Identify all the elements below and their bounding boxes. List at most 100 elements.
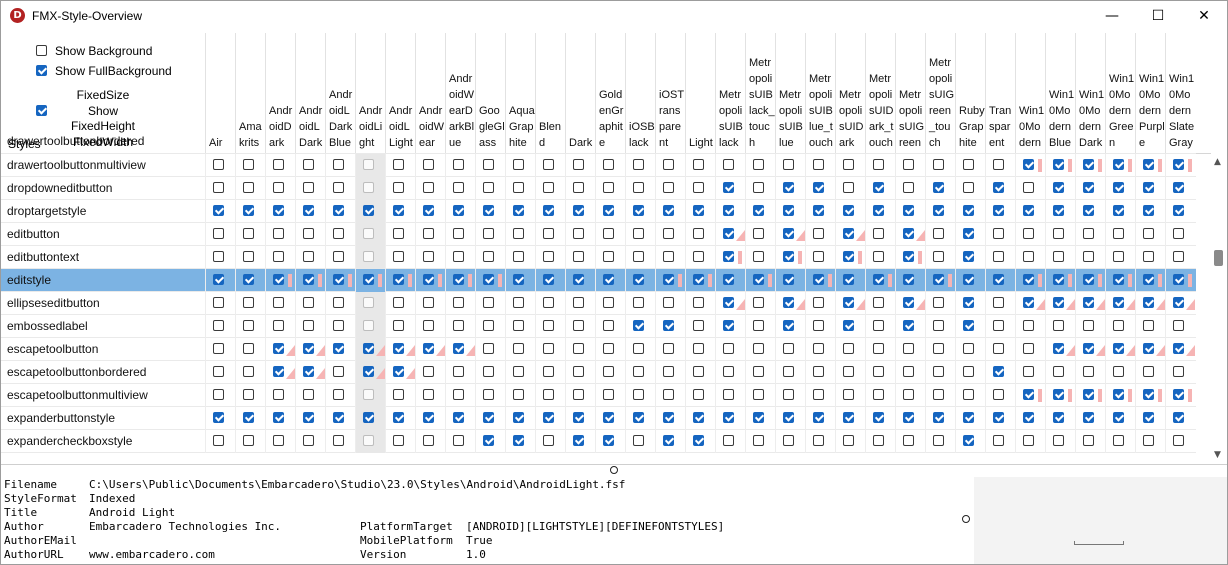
- style-checkbox[interactable]: [603, 297, 614, 308]
- style-checkbox[interactable]: [423, 366, 434, 377]
- style-checkbox[interactable]: [423, 228, 434, 239]
- style-checkbox[interactable]: [723, 343, 734, 354]
- style-checkbox[interactable]: [483, 389, 494, 400]
- style-checkbox[interactable]: [603, 320, 614, 331]
- style-checkbox[interactable]: [1083, 320, 1094, 331]
- style-checkbox[interactable]: [843, 412, 854, 423]
- maximize-button[interactable]: ☐: [1151, 8, 1165, 24]
- style-checkbox[interactable]: [813, 182, 824, 193]
- style-checkbox[interactable]: [423, 182, 434, 193]
- style-checkbox[interactable]: [903, 182, 914, 193]
- style-checkbox[interactable]: [573, 228, 584, 239]
- style-checkbox[interactable]: [1143, 412, 1154, 423]
- style-checkbox[interactable]: [513, 366, 524, 377]
- style-checkbox[interactable]: [753, 251, 764, 262]
- style-checkbox[interactable]: [1083, 228, 1094, 239]
- style-checkbox[interactable]: [453, 412, 464, 423]
- column-header[interactable]: Win10Modern: [1015, 33, 1045, 153]
- style-checkbox[interactable]: [963, 274, 974, 285]
- style-checkbox[interactable]: [603, 412, 614, 423]
- style-checkbox[interactable]: [933, 297, 944, 308]
- style-checkbox[interactable]: [333, 412, 344, 423]
- style-checkbox[interactable]: [543, 228, 554, 239]
- column-header[interactable]: Win10ModernGreen: [1105, 33, 1135, 153]
- style-checkbox[interactable]: [843, 228, 854, 239]
- style-checkbox[interactable]: [573, 343, 584, 354]
- style-checkbox[interactable]: [363, 182, 374, 193]
- style-checkbox[interactable]: [453, 320, 464, 331]
- style-checkbox[interactable]: [243, 435, 254, 446]
- column-header[interactable]: AndroidLDarkBlue: [325, 33, 355, 153]
- column-header[interactable]: Win10ModernDark: [1075, 33, 1105, 153]
- style-checkbox[interactable]: [213, 297, 224, 308]
- style-checkbox[interactable]: [543, 412, 554, 423]
- style-checkbox[interactable]: [993, 366, 1004, 377]
- style-checkbox[interactable]: [783, 320, 794, 331]
- show-background-checkbox[interactable]: [36, 45, 47, 56]
- style-checkbox[interactable]: [483, 366, 494, 377]
- style-checkbox[interactable]: [813, 412, 824, 423]
- column-header[interactable]: MetropolisUIGreen_touch: [925, 33, 955, 153]
- style-checkbox[interactable]: [753, 366, 764, 377]
- style-checkbox[interactable]: [333, 320, 344, 331]
- style-checkbox[interactable]: [273, 389, 284, 400]
- style-checkbox[interactable]: [393, 366, 404, 377]
- style-checkbox[interactable]: [573, 389, 584, 400]
- style-checkbox[interactable]: [903, 205, 914, 216]
- style-checkbox[interactable]: [1053, 389, 1064, 400]
- style-checkbox[interactable]: [453, 366, 464, 377]
- style-checkbox[interactable]: [633, 320, 644, 331]
- style-checkbox[interactable]: [513, 182, 524, 193]
- style-checkbox[interactable]: [393, 435, 404, 446]
- style-checkbox[interactable]: [813, 366, 824, 377]
- style-checkbox[interactable]: [903, 435, 914, 446]
- style-checkbox[interactable]: [873, 251, 884, 262]
- style-checkbox[interactable]: [1023, 389, 1034, 400]
- style-checkbox[interactable]: [423, 320, 434, 331]
- style-checkbox[interactable]: [303, 320, 314, 331]
- style-checkbox[interactable]: [753, 228, 764, 239]
- style-checkbox[interactable]: [903, 297, 914, 308]
- style-checkbox[interactable]: [303, 343, 314, 354]
- style-checkbox[interactable]: [1143, 228, 1154, 239]
- table-row[interactable]: expandercheckboxstyle: [1, 430, 1196, 453]
- style-checkbox[interactable]: [693, 251, 704, 262]
- column-header[interactable]: Win10ModernSlateGray: [1165, 33, 1195, 153]
- style-checkbox[interactable]: [1143, 320, 1154, 331]
- style-checkbox[interactable]: [543, 182, 554, 193]
- style-checkbox[interactable]: [333, 159, 344, 170]
- style-checkbox[interactable]: [1173, 205, 1184, 216]
- style-checkbox[interactable]: [633, 228, 644, 239]
- style-checkbox[interactable]: [1053, 435, 1064, 446]
- style-checkbox[interactable]: [723, 159, 734, 170]
- style-checkbox[interactable]: [723, 435, 734, 446]
- style-checkbox[interactable]: [453, 182, 464, 193]
- style-checkbox[interactable]: [303, 205, 314, 216]
- style-checkbox[interactable]: [1113, 251, 1124, 262]
- style-checkbox[interactable]: [723, 205, 734, 216]
- style-checkbox[interactable]: [1023, 412, 1034, 423]
- style-checkbox[interactable]: [933, 343, 944, 354]
- table-row[interactable]: droptargetstyle: [1, 200, 1196, 223]
- style-checkbox[interactable]: [273, 228, 284, 239]
- style-checkbox[interactable]: [1173, 389, 1184, 400]
- style-checkbox[interactable]: [993, 251, 1004, 262]
- style-checkbox[interactable]: [573, 297, 584, 308]
- style-checkbox[interactable]: [753, 205, 764, 216]
- style-checkbox[interactable]: [243, 274, 254, 285]
- style-checkbox[interactable]: [843, 182, 854, 193]
- style-checkbox[interactable]: [1143, 205, 1154, 216]
- style-checkbox[interactable]: [813, 389, 824, 400]
- style-checkbox[interactable]: [1083, 182, 1094, 193]
- style-checkbox[interactable]: [843, 366, 854, 377]
- style-checkbox[interactable]: [1023, 435, 1034, 446]
- style-checkbox[interactable]: [933, 228, 944, 239]
- style-checkbox[interactable]: [573, 205, 584, 216]
- style-checkbox[interactable]: [603, 389, 614, 400]
- table-row[interactable]: expanderbuttonstyle: [1, 407, 1196, 430]
- style-checkbox[interactable]: [363, 274, 374, 285]
- style-checkbox[interactable]: [363, 205, 374, 216]
- style-checkbox[interactable]: [423, 435, 434, 446]
- style-checkbox[interactable]: [603, 366, 614, 377]
- style-checkbox[interactable]: [933, 182, 944, 193]
